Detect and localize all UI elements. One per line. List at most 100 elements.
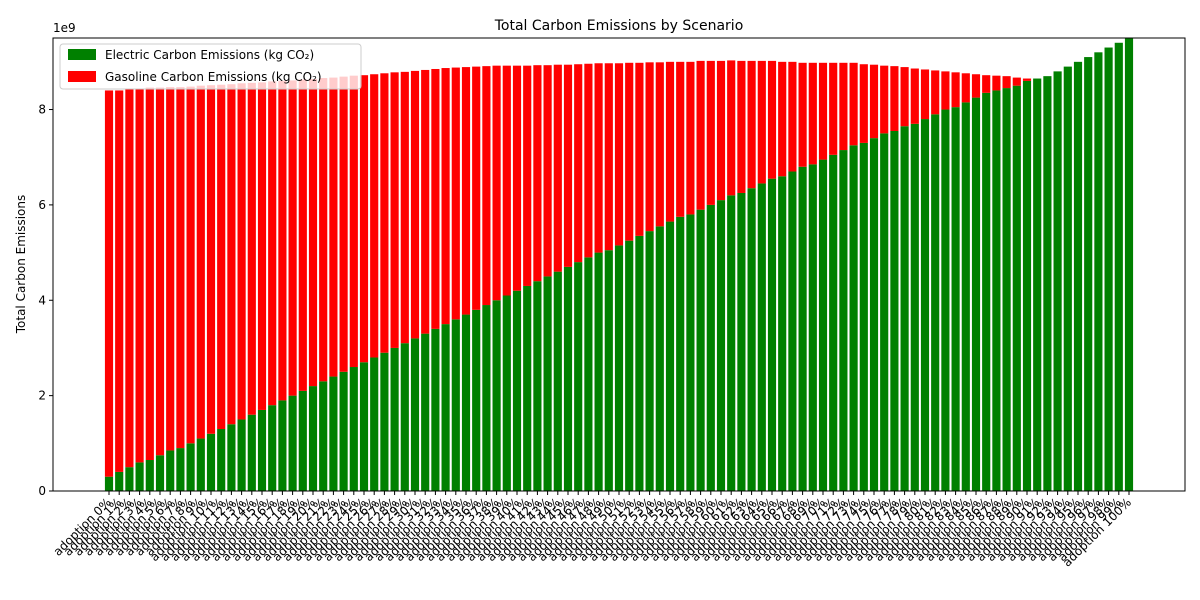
bar-gasoline [686, 61, 695, 215]
bar-gasoline [696, 60, 705, 210]
bar-gasoline [115, 90, 124, 472]
bar-gasoline [859, 64, 868, 143]
bar-electric [1002, 88, 1011, 491]
bar-electric [818, 159, 828, 491]
bar-gasoline [880, 65, 889, 134]
bar-electric [206, 433, 216, 491]
bar-gasoline [910, 68, 919, 124]
bar-gasoline [767, 60, 777, 179]
bar-electric [278, 400, 287, 491]
y-ticks-group: 0 2 4 6 8 [38, 103, 53, 498]
bar-gasoline [410, 70, 420, 339]
bar-electric [482, 305, 491, 491]
bar-electric [910, 123, 919, 491]
bar-gasoline [706, 60, 715, 205]
legend: Electric Carbon Emissions (kg CO₂) Gasol… [59, 43, 362, 90]
bar-electric [104, 476, 114, 491]
bar-gasoline [421, 69, 430, 334]
bar-electric [400, 343, 409, 491]
bar-electric [502, 295, 511, 491]
bar-gasoline [869, 64, 879, 139]
bar-gasoline [839, 62, 848, 151]
bar-electric [359, 362, 369, 491]
y-tick-label: 0 [38, 484, 46, 498]
bar-gasoline [176, 87, 185, 449]
bar-gasoline [319, 78, 328, 382]
bar-electric [1094, 52, 1103, 492]
bar-electric [890, 130, 899, 492]
bar-electric [1124, 38, 1134, 491]
bar-electric [441, 324, 450, 491]
bar-gasoline [543, 65, 552, 277]
bar-gasoline [196, 85, 205, 439]
bar-electric [421, 333, 430, 491]
bar-gasoline [308, 79, 318, 387]
bar-gasoline [227, 84, 236, 425]
bar-gasoline [206, 85, 216, 434]
bar-electric [523, 285, 532, 491]
bar-electric [155, 455, 165, 491]
bar-gasoline [931, 70, 940, 115]
bar-electric [410, 338, 420, 491]
bar-electric [257, 409, 267, 491]
bar-electric [1114, 42, 1123, 492]
bar-electric [288, 395, 297, 491]
bar-electric [614, 245, 624, 491]
bar-electric [339, 371, 348, 491]
bar-gasoline [349, 75, 358, 368]
bar-gasoline [482, 66, 491, 306]
bar-electric [380, 352, 389, 491]
bar-gasoline [798, 62, 807, 167]
bar-gasoline [186, 86, 195, 444]
bar-electric [543, 276, 552, 491]
bar-electric [951, 107, 960, 491]
bar-electric [625, 240, 634, 491]
legend-box [59, 43, 362, 90]
bar-gasoline [961, 73, 970, 103]
bar-gasoline [288, 80, 297, 396]
bar-gasoline [676, 61, 685, 217]
bar-gasoline [390, 72, 399, 348]
bar-electric [900, 126, 909, 491]
bar-gasoline [747, 60, 756, 189]
bar-electric [778, 176, 787, 491]
bar-electric [533, 281, 542, 491]
bar-electric [665, 221, 675, 491]
bar-gasoline [492, 65, 501, 301]
bar-gasoline [1022, 78, 1032, 81]
bar-electric [176, 448, 185, 491]
bar-electric [1022, 80, 1032, 492]
bar-gasoline [645, 62, 654, 232]
bar-gasoline [594, 63, 603, 253]
bar-gasoline [472, 66, 481, 310]
bar-electric [196, 438, 205, 491]
bar-gasoline [298, 79, 307, 391]
bar-gasoline [574, 64, 583, 263]
legend-label-electric: Electric Carbon Emissions (kg CO₂) [105, 48, 314, 62]
bar-gasoline [104, 90, 114, 477]
bar-gasoline [217, 84, 226, 430]
bar-electric [971, 97, 981, 492]
bar-gasoline [135, 88, 144, 463]
bar-electric [1033, 78, 1042, 491]
bar-gasoline [890, 66, 899, 131]
bar-electric [676, 216, 685, 491]
bar-gasoline [461, 67, 471, 315]
bar-gasoline [920, 69, 930, 120]
y-tick-label: 4 [38, 293, 46, 307]
bar-gasoline [635, 62, 644, 236]
bar-electric [859, 142, 868, 491]
bar-electric [1053, 71, 1062, 491]
bar-electric [135, 462, 144, 491]
bar-gasoline [1002, 76, 1011, 89]
bar-electric [390, 347, 399, 491]
bar-electric [880, 133, 889, 491]
bar-electric [1104, 47, 1113, 491]
x-ticks-group: adoption 0%adoption 1%adoption 2%adoptio… [51, 491, 1134, 570]
bar-electric [982, 92, 991, 491]
bar-gasoline [451, 67, 460, 320]
bar-electric [757, 183, 766, 491]
bar-electric [1073, 61, 1083, 492]
y-tick-label: 8 [38, 103, 46, 117]
